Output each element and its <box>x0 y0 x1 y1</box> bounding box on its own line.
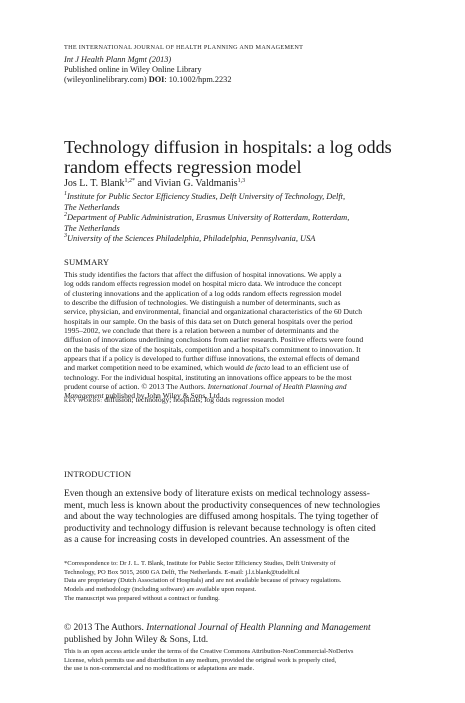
summary-line: technology. For the individual hospital,… <box>64 372 352 382</box>
summary-italic-fragment: de facto <box>245 363 271 373</box>
author-affiliation-mark: 1,2* <box>124 178 135 184</box>
copyright-fragment: © 2013 The Authors. <box>64 623 147 633</box>
affiliation-number: 3 <box>64 233 67 239</box>
summary-line: and market competition need to be examin… <box>64 363 400 372</box>
affiliation-2: 2Department of Public Administration, Er… <box>64 212 402 234</box>
introduction-text: Even though an extensive body of literat… <box>64 489 400 547</box>
affiliation-line: Institute for Public Sector Efficiency S… <box>67 192 346 201</box>
footnote-line: Data are proprietary (Dutch Association … <box>64 577 342 585</box>
keywords-text: diffusion; technology; hospitals; log od… <box>104 395 285 404</box>
intro-line: as a cause for increasing costs in devel… <box>64 535 350 546</box>
author-name: Vivian G. Valdmanis <box>154 178 238 189</box>
affiliation-number: 1 <box>64 191 67 197</box>
wiley-site: (wileyonlinelibrary.com) <box>64 75 147 84</box>
introduction-heading: INTRODUCTION <box>64 469 132 479</box>
doi-value[interactable]: : 10.1002/hpm.2232 <box>164 75 232 84</box>
intro-line: productivity and technology diffusion is… <box>64 523 376 534</box>
affiliation-line: Department of Public Administration, Era… <box>67 213 350 222</box>
title-line: Technology diffusion in hospitals: a log… <box>64 137 392 157</box>
author-joiner: and <box>137 178 152 189</box>
summary-line: appears that if a policy is developed to… <box>64 354 360 364</box>
intro-line: Even though an extensive body of literat… <box>64 489 370 499</box>
summary-fragment: published by John Wiley & Sons, Ltd. <box>103 391 222 401</box>
affiliation-line: University of the Sciences Philadelphia,… <box>67 234 316 243</box>
affiliation-1: 1Institute for Public Sector Efficiency … <box>64 191 402 213</box>
footnotes: *Correspondence to: Dr J. L. T. Blank, I… <box>64 560 400 604</box>
summary-line: service, physician, and environmental, f… <box>64 307 363 317</box>
summary-fragment: prudent course of action. © 2013 The Aut… <box>64 382 208 392</box>
summary-line: This study identifies the factors that a… <box>64 270 342 279</box>
copyright-journal: International Journal of Health Planning… <box>146 623 371 633</box>
footnote-line: Models and methodology (including softwa… <box>64 586 257 594</box>
license-notice: This is an open access article under the… <box>64 648 400 674</box>
summary-fragment: lead to an efficient use of <box>270 363 349 373</box>
footnote-line: Technology, PO Box 5015, 2600 GA Delft, … <box>64 568 300 576</box>
copyright-notice: © 2013 The Authors. International Journa… <box>64 623 400 646</box>
affiliation-number: 2 <box>64 212 67 218</box>
article-title: Technology diffusion in hospitals: a log… <box>64 137 404 177</box>
author-list: Jos L. T. Blank1,2* and Vivian G. Valdma… <box>64 178 245 189</box>
license-line: This is an open access article under the… <box>64 648 354 655</box>
title-line: random effects regression model <box>64 157 302 177</box>
doi-label: DOI <box>148 75 165 84</box>
summary-line: to describe the diffusion of technologie… <box>64 298 341 308</box>
summary-text: This study identifies the factors that a… <box>64 270 400 401</box>
copyright-line: published by John Wiley & Sons, Ltd. <box>64 634 209 645</box>
summary-line: of clustering innovations and the applic… <box>64 288 342 298</box>
affiliation-3: 3University of the Sciences Philadelphia… <box>64 233 402 245</box>
summary-line: 1995–2002, we conclude that there is a r… <box>64 326 339 336</box>
author-affiliation-mark: 1,3 <box>237 178 246 184</box>
summary-italic-fragment: International Journal of Health Planning… <box>207 382 347 392</box>
journal-name: THE INTERNATIONAL JOURNAL OF HEALTH PLAN… <box>64 44 304 51</box>
doi-line: (wileyonlinelibrary.com) DOI: 10.1002/hp… <box>64 75 231 85</box>
summary-heading: SUMMARY <box>64 257 110 267</box>
license-line: the use is non-commercial and no modific… <box>64 665 255 673</box>
footnote-line: The manuscript was prepared without a co… <box>64 594 220 602</box>
summary-line: hospitals in our sample. On the basis of… <box>64 316 353 326</box>
keywords: KEY WORDS: diffusion; technology; hospit… <box>64 395 284 404</box>
summary-italic-fragment: Management <box>64 391 104 401</box>
summary-fragment: and market competition need to be examin… <box>64 363 246 373</box>
footnote-line: *Correspondence to: Dr J. L. T. Blank, I… <box>64 560 336 567</box>
journal-citation: Int J Health Plann Mgmt (2013) <box>64 55 172 64</box>
license-line: License, which permits use and distribut… <box>64 656 337 664</box>
author-name: Jos L. T. Blank <box>64 178 125 189</box>
summary-line: diffusion of innovations underlining con… <box>64 335 364 345</box>
affiliation-line: The Netherlands <box>64 223 120 233</box>
intro-line: and about the way technologies are diffu… <box>64 512 379 523</box>
intro-line: ment, much less is known about the produ… <box>64 500 381 511</box>
summary-line: prudent course of action. © 2013 The Aut… <box>64 382 400 391</box>
published-online-line: Published online in Wiley Online Library <box>64 65 202 74</box>
affiliation-line: The Netherlands <box>64 202 120 212</box>
keywords-label: KEY WORDS: <box>64 398 103 404</box>
summary-line: Management published by John Wiley & Son… <box>64 391 400 400</box>
summary-line: on the basis of the size of the hospital… <box>64 344 361 354</box>
copyright-line: © 2013 The Authors. International Journa… <box>64 623 400 635</box>
summary-line: log odds random effects regression model… <box>64 279 342 289</box>
